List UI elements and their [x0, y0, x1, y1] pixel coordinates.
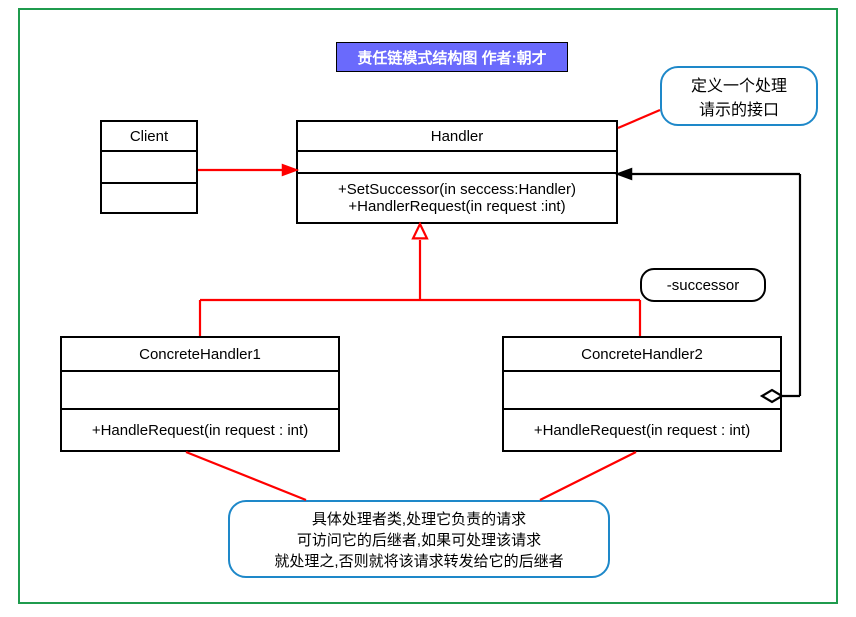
class-client-name: Client: [102, 122, 196, 152]
note-interface-line-1: 请示的接口: [699, 96, 779, 120]
class-concrete2-name-text: ConcreteHandler2: [581, 346, 703, 363]
class-concrete2-ops: +HandleRequest(in request : int): [504, 410, 780, 450]
class-client-ops: [102, 184, 196, 212]
note-interface: 定义一个处理 请示的接口: [660, 66, 818, 126]
note-concrete-line-0: 具体处理者类,处理它负责的请求: [312, 508, 526, 529]
class-concrete2-attrs: [504, 372, 780, 410]
class-handler-name-text: Handler: [431, 128, 484, 145]
note-concrete: 具体处理者类,处理它负责的请求 可访问它的后继者,如果可处理该请求 就处理之,否…: [228, 500, 610, 578]
class-concrete2: ConcreteHandler2 +HandleRequest(in reque…: [502, 336, 782, 452]
class-concrete1-name: ConcreteHandler1: [62, 338, 338, 372]
class-handler: Handler +SetSuccessor(in seccess:Handler…: [296, 120, 618, 224]
class-concrete1-op-0: +HandleRequest(in request : int): [92, 422, 308, 439]
class-handler-name: Handler: [298, 122, 616, 152]
successor-label-text: -successor: [667, 277, 740, 294]
class-concrete1-ops: +HandleRequest(in request : int): [62, 410, 338, 450]
class-concrete2-op-0: +HandleRequest(in request : int): [534, 422, 750, 439]
diagram-title-text: 责任链模式结构图 作者:朝才: [357, 47, 546, 68]
diagram-title: 责任链模式结构图 作者:朝才: [336, 42, 568, 72]
class-handler-ops: +SetSuccessor(in seccess:Handler) +Handl…: [298, 174, 616, 222]
class-handler-attrs: [298, 152, 616, 174]
class-concrete1-name-text: ConcreteHandler1: [139, 346, 261, 363]
class-concrete1-attrs: [62, 372, 338, 410]
class-concrete2-name: ConcreteHandler2: [504, 338, 780, 372]
class-concrete1: ConcreteHandler1 +HandleRequest(in reque…: [60, 336, 340, 452]
diagram-canvas: 责任链模式结构图 作者:朝才 Client Handler +SetSucces…: [0, 0, 856, 617]
successor-label: -successor: [640, 268, 766, 302]
class-handler-op-0: +SetSuccessor(in seccess:Handler): [338, 181, 576, 198]
class-client-attrs: [102, 152, 196, 184]
note-interface-line-0: 定义一个处理: [691, 72, 787, 96]
class-client: Client: [100, 120, 198, 214]
note-concrete-line-2: 就处理之,否则就将该请求转发给它的后继者: [274, 550, 563, 571]
note-concrete-line-1: 可访问它的后继者,如果可处理该请求: [297, 529, 541, 550]
class-handler-op-1: +HandlerRequest(in request :int): [348, 198, 565, 215]
class-client-name-text: Client: [130, 128, 168, 145]
